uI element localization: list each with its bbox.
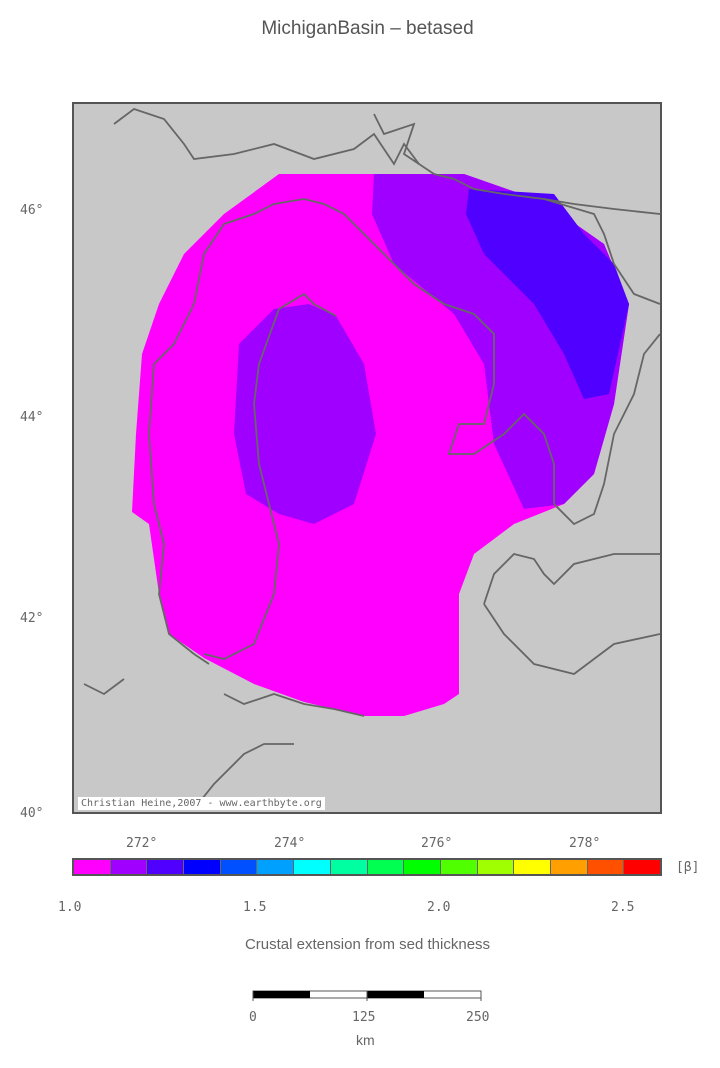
colorbar-cell-8 <box>367 860 405 874</box>
colorbar-tick-label: 2.0 <box>427 900 451 915</box>
colorbar-cell-3 <box>184 860 221 874</box>
colorbar-unit: [β] <box>676 860 700 875</box>
lat-tick-label: 42° <box>20 611 44 626</box>
coastlines <box>83 107 660 810</box>
colorbar-tick-label: 1.0 <box>58 900 82 915</box>
basin-region-beta-1.1-center <box>234 304 376 524</box>
scale-unit: km <box>356 1032 375 1048</box>
colorbar-cell-13 <box>550 860 588 874</box>
lon-tick-label: 278° <box>569 836 601 851</box>
colorbar-tick-label: 2.5 <box>611 900 635 915</box>
colorbar <box>72 858 662 876</box>
colorbar-cell-9 <box>404 860 441 874</box>
colorbar-cell-4 <box>220 860 258 874</box>
map-canvas <box>83 107 660 810</box>
colorbar-cell-1 <box>110 860 148 874</box>
colorbar-cell-14 <box>587 860 625 874</box>
lon-tick-label: 276° <box>421 836 453 851</box>
colorbar-cell-10 <box>440 860 478 874</box>
scale-tick-label: 0 <box>249 1010 257 1025</box>
colorbar-cell-15 <box>624 860 660 874</box>
lon-tick-label: 272° <box>126 836 158 851</box>
scale-tick-label: 250 <box>466 1010 490 1025</box>
map-title: MichiganBasin – betased <box>261 18 474 39</box>
lat-tick-label: 40° <box>20 806 44 821</box>
lon-tick-label: 274° <box>274 836 306 851</box>
colorbar-cell-6 <box>294 860 331 874</box>
lat-tick-label: 46° <box>20 203 44 218</box>
scale-bar <box>252 990 482 1001</box>
scale-tick-label: 125 <box>352 1010 376 1025</box>
colorbar-cell-2 <box>147 860 185 874</box>
colorbar-cell-12 <box>514 860 551 874</box>
lat-tick-label: 44° <box>20 410 44 425</box>
basin-region-beta-1.2 <box>466 189 629 399</box>
colorbar-label: Crustal extension from sed thickness <box>244 936 491 953</box>
credit-label: Christian Heine,2007 - www.earthbyte.org <box>78 797 325 810</box>
colorbar-tick-label: 1.5 <box>243 900 267 915</box>
colorbar-cell-5 <box>257 860 295 874</box>
colorbar-cell-7 <box>330 860 368 874</box>
colorbar-cell-11 <box>477 860 515 874</box>
map-frame <box>72 102 662 814</box>
colorbar-cell-0 <box>74 860 111 874</box>
